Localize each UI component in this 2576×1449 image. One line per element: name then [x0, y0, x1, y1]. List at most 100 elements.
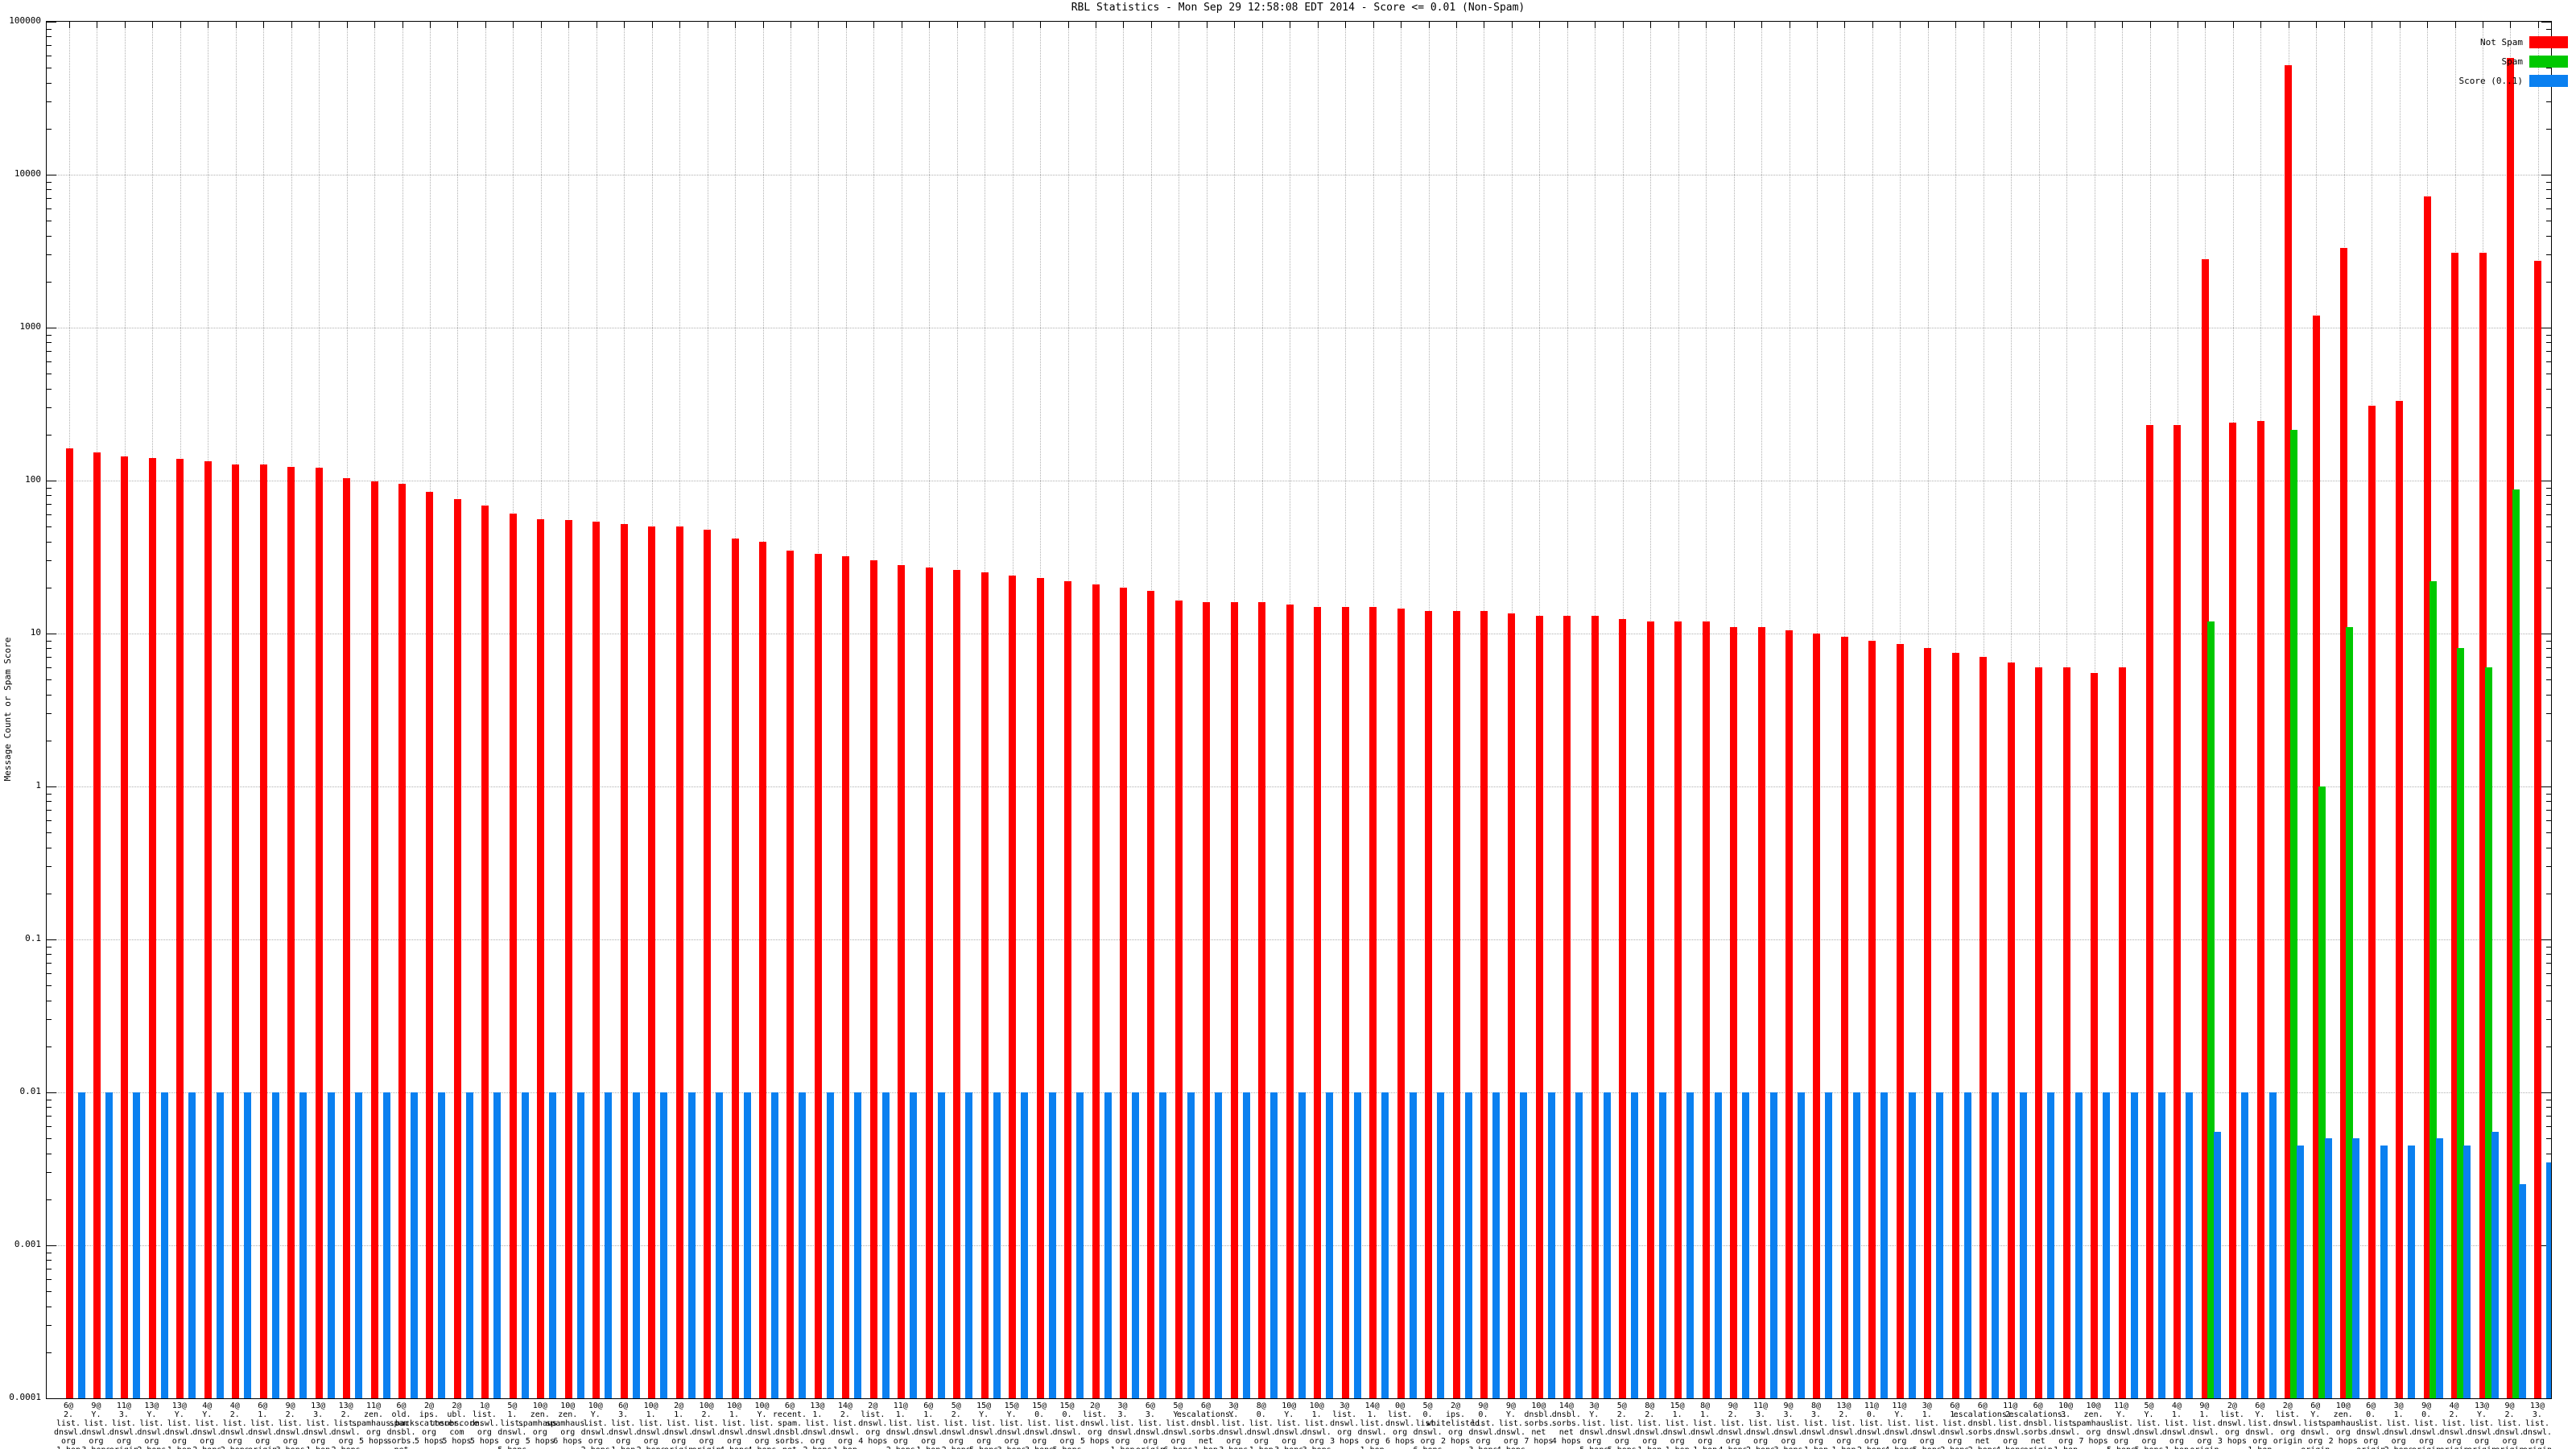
y-major-tick	[2541, 1092, 2551, 1094]
bar-score	[105, 1092, 113, 1398]
y-major-tick	[47, 1092, 56, 1094]
bar-not-spam	[2174, 425, 2182, 1398]
bar-not-spam	[2201, 259, 2209, 1398]
y-minor-tick	[47, 793, 52, 795]
x-tick-label: 9@ 2. list. dnswl. org 3 hops	[275, 1402, 305, 1449]
bar-not-spam	[1258, 602, 1266, 1398]
y-minor-tick	[2546, 810, 2551, 811]
y-minor-tick	[47, 946, 52, 948]
legend: Not Spam Spam Score (0..1)	[2351, 32, 2568, 90]
y-minor-tick	[2546, 657, 2551, 658]
y-minor-tick	[47, 587, 52, 589]
bar-score	[299, 1092, 308, 1398]
x-tick-label: 5@ 0. list. dnswl. org 6 hops	[1413, 1402, 1443, 1449]
bar-not-spam	[1785, 630, 1794, 1398]
bar-score	[937, 1092, 945, 1398]
x-tick-top	[2149, 22, 2151, 28]
x-tick-label: 3@ Y. list. dnswl. org 3 hops	[1219, 1402, 1249, 1449]
x-tick-top	[1511, 22, 1513, 28]
x-tick-label: 15@ 0. list. dnswl. org 3 hops	[1025, 1402, 1055, 1449]
bar-score	[1658, 1092, 1666, 1398]
y-minor-tick	[2546, 351, 2551, 353]
y-minor-tick	[47, 221, 52, 222]
bar-score	[2297, 1145, 2305, 1398]
y-minor-tick	[2546, 128, 2551, 130]
y-minor-tick	[2546, 101, 2551, 103]
x-tick-label: 10@ zen. spamhaus. org 5 hops	[518, 1402, 562, 1446]
x-tick-label: 6@ escalations. dnsbl. sorbs. net 2 hops	[1953, 1402, 2012, 1449]
x-tick-label: 5@ 2. list. dnswl. org 5 hops	[1607, 1402, 1637, 1449]
y-minor-tick	[47, 281, 52, 283]
x-tick-top	[291, 22, 292, 28]
bar-score	[1021, 1092, 1029, 1398]
x-tick-label: 14@ 1. list. dnswl. org 1 hop	[1357, 1402, 1387, 1449]
y-minor-tick	[47, 495, 52, 497]
x-tick-top	[2537, 22, 2539, 28]
y-minor-tick	[47, 679, 52, 681]
x-tick-top	[2260, 22, 2262, 28]
y-tick-label: 10000	[14, 168, 41, 179]
plot-area	[46, 21, 2552, 1399]
y-minor-tick	[47, 351, 52, 353]
bar-score	[1742, 1092, 1750, 1398]
y-minor-tick	[2546, 1153, 2551, 1155]
y-minor-tick	[2546, 541, 2551, 543]
y-tick-label: 100000	[9, 15, 41, 26]
y-minor-tick	[47, 820, 52, 822]
y-minor-tick	[2546, 235, 2551, 237]
y-minor-tick	[47, 1306, 52, 1308]
bar-not-spam	[2146, 425, 2153, 1398]
x-tick-top	[1040, 22, 1042, 28]
bar-not-spam	[426, 492, 434, 1398]
y-major-tick	[47, 1245, 56, 1247]
x-tick-label: 2@ ips. backscatterer. org 5 hops	[394, 1402, 464, 1446]
bar-score	[2491, 1132, 2499, 1398]
x-tick-label: 6@ 1. list. dnswl. org 2 hops	[1940, 1402, 1970, 1449]
bar-score	[2241, 1092, 2249, 1398]
y-minor-tick	[2546, 189, 2551, 191]
bar-not-spam	[564, 520, 572, 1398]
x-tick-top	[1150, 22, 1152, 28]
x-tick-label: 10@ 1. list. dnswl. org 2 hops	[636, 1402, 666, 1449]
bar-not-spam	[2035, 667, 2043, 1398]
x-tick-label: 11@ 0. list. dnswl. org 2 hops	[1856, 1402, 1886, 1449]
bar-not-spam	[398, 484, 407, 1398]
y-minor-tick	[47, 1279, 52, 1281]
bar-not-spam	[287, 466, 295, 1398]
y-major-tick	[2541, 175, 2551, 176]
bar-not-spam	[1230, 602, 1238, 1398]
x-tick-top	[2454, 22, 2456, 28]
x-tick-label: 9@ 2. list. dnswl. org 4 hops	[1718, 1402, 1748, 1449]
bar-not-spam	[2285, 64, 2293, 1398]
x-tick-label: 6@ 3. list. dnswl. org origin	[1135, 1402, 1165, 1449]
x-tick-top	[1733, 22, 1735, 28]
bar-score	[1992, 1092, 2000, 1398]
x-tick-top	[1401, 22, 1402, 28]
x-tick-label: 10@ zen. spamhaus. org 6 hops	[546, 1402, 590, 1446]
bar-score	[1547, 1092, 1555, 1398]
x-tick-top	[1927, 22, 1929, 28]
bar-not-spam	[1896, 644, 1904, 1398]
x-tick-top	[2316, 22, 2318, 28]
bar-score	[771, 1092, 778, 1398]
y-major-tick	[47, 328, 56, 329]
bar-score	[160, 1092, 168, 1398]
y-minor-tick	[47, 801, 52, 803]
legend-item-score: Score (0..1)	[2351, 71, 2568, 90]
bar-score	[2130, 1092, 2138, 1398]
y-minor-tick	[2546, 281, 2551, 283]
bar-spam	[2484, 667, 2492, 1398]
bar-score	[382, 1092, 390, 1398]
x-tick-label: 10@ 1. list. dnswl. org 3 hops	[1302, 1402, 1331, 1449]
y-minor-tick	[47, 36, 52, 38]
y-major-tick	[2541, 1245, 2551, 1247]
x-tick-label: 9@ 2. list. dnswl. org origin	[2495, 1402, 2524, 1449]
bar-score	[993, 1092, 1001, 1398]
bar-not-spam	[842, 556, 850, 1398]
x-tick-top	[1317, 22, 1319, 28]
y-minor-tick	[47, 504, 52, 506]
x-tick-label: 5@ Y. list. dnswl. org 5 hops	[2134, 1402, 2164, 1449]
bar-not-spam	[1092, 584, 1100, 1398]
x-tick-top	[1622, 22, 1624, 28]
x-tick-label: 11@ 2. list. dnswl. org 4 hops	[1996, 1402, 2025, 1449]
